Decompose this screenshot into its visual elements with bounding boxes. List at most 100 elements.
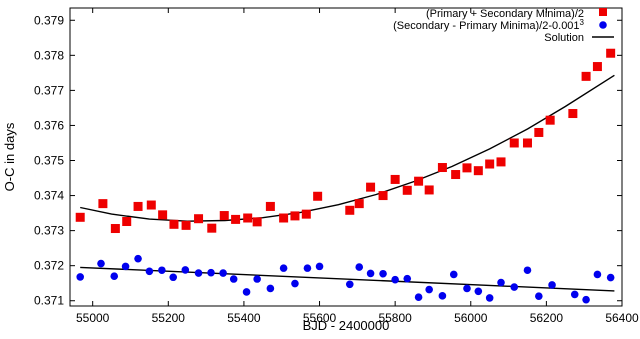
data-point-circle	[548, 281, 556, 289]
data-point-square	[219, 211, 229, 221]
solution-curve	[80, 266, 615, 292]
data-point-circle	[463, 284, 471, 293]
plot-frame	[69, 7, 623, 307]
data-point-square	[110, 224, 120, 234]
data-point-circle	[145, 267, 154, 276]
data-point-square	[122, 217, 132, 227]
data-point-circle	[345, 280, 354, 289]
data-point-square	[354, 199, 364, 209]
legend-label-primary-secondary: (Primary + Secondary Minima)/2	[426, 8, 584, 20]
data-point-square	[290, 211, 300, 221]
data-point-circle	[593, 270, 602, 279]
data-point-square	[194, 214, 204, 224]
data-point-square	[252, 217, 262, 227]
data-point-circle	[379, 269, 387, 278]
data-point-circle	[303, 264, 312, 272]
x-tick-label: 55800	[378, 311, 412, 325]
data-point-circle	[535, 292, 543, 300]
y-tick-label: 0.372	[34, 259, 64, 273]
data-point-square	[207, 223, 217, 233]
data-point-square	[158, 210, 168, 220]
y-tick-label: 0.379	[34, 13, 64, 27]
data-point-square	[414, 176, 424, 186]
data-point-circle	[315, 262, 324, 271]
legend: (Primary + Secondary Minima)/2 (Secondar…	[393, 8, 614, 44]
data-point-square	[402, 185, 412, 195]
x-tick-label: 56200	[530, 311, 564, 325]
data-point-square	[98, 199, 108, 209]
data-point-square	[496, 157, 506, 167]
data-point-circle	[414, 293, 423, 302]
data-point-square	[231, 214, 241, 224]
data-point-circle	[76, 273, 85, 281]
y-tick-label: 0.378	[34, 48, 64, 62]
data-point-square	[313, 191, 323, 201]
data-point-square	[378, 191, 388, 201]
data-point-circle	[510, 283, 519, 291]
data-point-circle	[391, 275, 399, 284]
data-point-circle	[425, 285, 433, 294]
data-point-square	[133, 201, 143, 211]
data-point-square	[75, 212, 85, 222]
data-point-circle	[403, 274, 412, 283]
data-point-square	[279, 213, 289, 223]
data-point-square	[451, 170, 461, 180]
data-point-circle	[291, 279, 299, 288]
data-point-circle	[582, 295, 590, 304]
data-point-circle	[570, 290, 579, 299]
data-point-circle	[121, 262, 130, 271]
data-point-circle	[449, 270, 458, 279]
legend-label-secondary-primary: (Secondary - Primary Minima)/2-0.0013	[393, 18, 584, 33]
data-point-square	[424, 185, 434, 195]
data-point-circle	[207, 268, 215, 277]
x-axis-label: BJD - 2400000	[303, 318, 390, 333]
data-point-square	[485, 159, 495, 169]
data-point-circle	[266, 284, 275, 293]
data-point-square	[473, 166, 483, 176]
data-point-square	[568, 109, 578, 119]
data-point-square	[534, 127, 544, 137]
y-tick-label: 0.373	[34, 224, 64, 238]
plot-area	[75, 48, 616, 304]
data-point-circle	[242, 288, 251, 296]
x-tick-label: 56400	[605, 311, 639, 325]
legend-label-superscript: 3	[580, 18, 585, 27]
legend-label-solution: Solution	[544, 32, 584, 44]
y-tick-label: 0.374	[34, 189, 64, 203]
data-point-circle	[485, 294, 494, 302]
data-point-circle	[110, 272, 119, 281]
data-point-square	[581, 71, 591, 81]
data-point-square	[146, 200, 156, 210]
data-point-circle	[194, 269, 203, 277]
data-point-square	[545, 115, 555, 125]
data-point-square	[509, 138, 519, 148]
data-point-square	[390, 174, 400, 184]
data-point-square	[243, 213, 253, 223]
data-point-circle	[606, 273, 615, 282]
solution-curve	[80, 74, 615, 222]
x-tick-label: 55600	[303, 311, 337, 325]
data-point-square	[181, 220, 191, 230]
y-tick-label: 0.371	[34, 294, 64, 308]
data-point-square	[606, 48, 616, 58]
data-point-circle	[229, 275, 238, 283]
data-point-circle	[219, 269, 227, 277]
data-point-square	[169, 219, 179, 229]
data-point-circle	[355, 263, 364, 271]
y-tick-label: 0.376	[34, 118, 64, 132]
data-point-circle	[366, 269, 375, 278]
x-tick-label: 55400	[227, 311, 261, 325]
axis-ticks: 55000 55200 55400 55600 55800 56000 56200 56400…	[34, 8, 639, 325]
data-point-square	[462, 163, 472, 173]
data-point-circle	[523, 266, 532, 275]
y-tick-label: 0.377	[34, 83, 64, 97]
data-point-circle	[497, 278, 505, 287]
legend-marker-square	[599, 8, 607, 16]
legend-label-main: (Secondary - Primary Minima)/2-0.001	[393, 20, 579, 32]
data-point-square	[522, 138, 532, 148]
data-point-square	[301, 209, 311, 219]
data-point-circle	[253, 275, 261, 283]
data-point-square	[366, 182, 376, 192]
legend-markers	[592, 8, 614, 38]
